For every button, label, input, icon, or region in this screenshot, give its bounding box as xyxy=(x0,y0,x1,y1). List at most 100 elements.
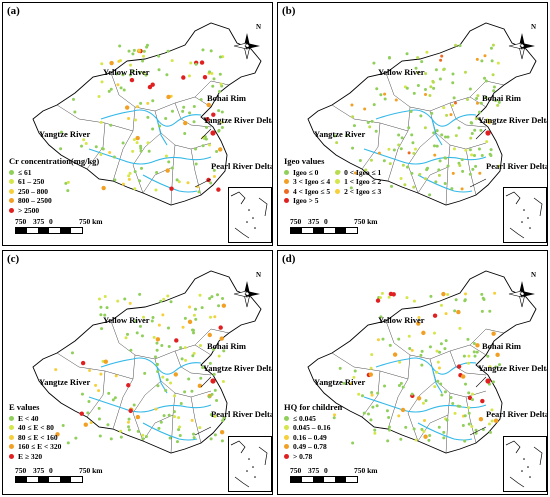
province-border xyxy=(110,72,156,112)
legend-swatch xyxy=(335,188,341,194)
sample-point xyxy=(146,115,150,119)
sample-point xyxy=(417,316,421,320)
sample-point xyxy=(192,432,196,436)
sample-point xyxy=(212,168,216,172)
sample-point xyxy=(496,61,500,65)
sample-point xyxy=(157,68,161,72)
legend-swatch xyxy=(284,444,289,450)
legend-item: > 0.78 xyxy=(284,452,342,462)
sample-point xyxy=(114,374,118,378)
sample-point xyxy=(444,312,448,316)
sample-point xyxy=(489,148,493,152)
sample-point xyxy=(495,352,500,358)
province-border xyxy=(112,106,136,182)
sample-point xyxy=(134,118,138,122)
sample-point xyxy=(446,135,450,139)
sample-point xyxy=(363,107,367,111)
legend-swatch xyxy=(284,179,289,185)
sample-point xyxy=(370,390,374,394)
province-border xyxy=(110,320,156,360)
sample-point xyxy=(186,181,190,185)
north-arrow-icon xyxy=(508,33,535,60)
sample-point xyxy=(178,434,182,438)
sample-point xyxy=(411,141,415,145)
sample-point xyxy=(439,342,443,346)
sample-point xyxy=(129,77,135,83)
sample-point xyxy=(468,87,472,91)
sample-point xyxy=(466,97,470,101)
province-border xyxy=(132,132,162,194)
sample-point xyxy=(467,411,471,415)
sample-point xyxy=(494,98,498,102)
sample-point xyxy=(351,441,355,445)
sample-point xyxy=(376,338,380,342)
legend-item: E < 40 xyxy=(9,414,61,424)
legend-title: E values xyxy=(9,402,40,412)
sample-point xyxy=(100,80,104,84)
sample-point xyxy=(167,413,171,417)
legend-item: Igeo > 5 xyxy=(284,196,330,206)
legend-item: 0.045 – 0.16 xyxy=(284,423,342,433)
sample-point xyxy=(432,131,436,135)
sample-point xyxy=(488,309,492,313)
sample-point xyxy=(388,343,392,347)
sample-point xyxy=(205,125,209,129)
sample-point xyxy=(492,85,496,89)
sample-point xyxy=(141,433,145,437)
sample-point xyxy=(338,366,342,370)
province-border xyxy=(194,328,230,346)
sample-point xyxy=(128,408,133,414)
scale-tick-label: 0 xyxy=(49,217,53,226)
sample-point xyxy=(218,147,223,152)
legend-item-label: 80 ≤ E < 160 xyxy=(18,432,58,442)
north-label: N xyxy=(531,23,537,31)
scale-tick-label: 750 xyxy=(15,217,27,226)
scale-segment xyxy=(313,228,324,233)
sample-point xyxy=(142,54,146,58)
sample-point xyxy=(199,60,205,65)
sample-point xyxy=(454,298,458,302)
sample-point xyxy=(416,321,421,326)
sample-point xyxy=(370,119,374,123)
sample-point xyxy=(199,376,203,380)
sample-point xyxy=(485,130,491,136)
scale-segment xyxy=(335,477,346,482)
region-label-yangtze-river-delta: Yangtze River Delta xyxy=(203,115,273,125)
sample-point xyxy=(217,128,221,132)
sample-point xyxy=(421,401,425,405)
sample-point xyxy=(198,426,202,430)
sample-point xyxy=(208,315,212,319)
sample-point xyxy=(208,296,212,300)
sample-point xyxy=(443,156,447,160)
river-line xyxy=(431,118,443,146)
sample-point xyxy=(111,398,115,402)
sample-point xyxy=(205,117,210,122)
sample-point xyxy=(140,334,144,338)
sample-point xyxy=(445,113,449,117)
sample-point xyxy=(442,430,446,434)
sample-point xyxy=(221,296,225,300)
legend-item-label: 2 < Igeo ≤ 3 xyxy=(344,186,382,196)
sample-point xyxy=(175,440,179,444)
sample-point xyxy=(349,186,353,190)
china-map xyxy=(307,22,537,206)
sample-point xyxy=(410,133,414,137)
legend-item: 0 < Igeo ≤ 1 xyxy=(335,168,381,178)
sample-point xyxy=(177,180,181,184)
panel-label: (a) xyxy=(7,5,20,17)
sample-point xyxy=(88,368,92,372)
legend-swatch xyxy=(284,415,289,421)
sample-point xyxy=(89,421,93,425)
sample-point xyxy=(416,396,422,401)
sample-point xyxy=(170,59,174,63)
north-label: N xyxy=(256,271,262,279)
sample-point xyxy=(183,346,187,350)
sample-point xyxy=(493,418,499,423)
sample-point xyxy=(94,145,98,149)
sample-point xyxy=(218,55,222,59)
sample-point xyxy=(432,144,436,148)
sample-point xyxy=(141,437,145,441)
sample-point xyxy=(139,144,143,148)
sample-point xyxy=(210,295,214,299)
sample-point xyxy=(147,84,153,90)
